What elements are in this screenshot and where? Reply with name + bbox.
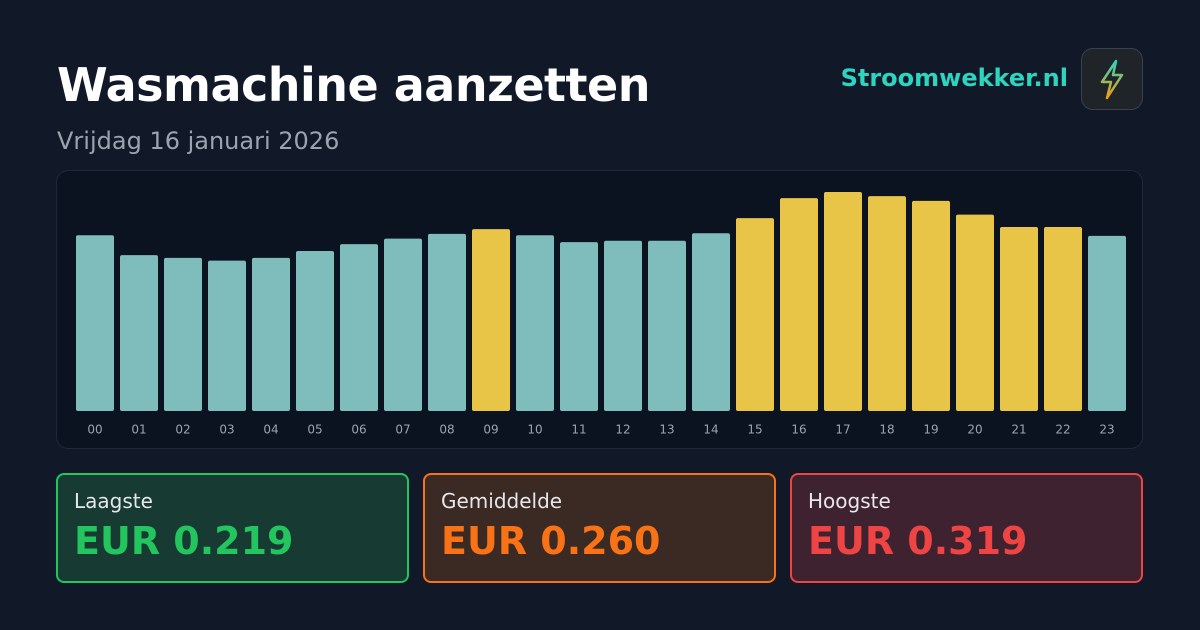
- bar: [648, 240, 686, 411]
- stat-label: Laagste: [74, 489, 153, 513]
- bar: [252, 257, 290, 411]
- stat-value: EUR 0.319: [808, 519, 1028, 563]
- bar: [1088, 235, 1126, 411]
- bar: [604, 240, 642, 411]
- bar: [692, 233, 730, 411]
- bar: [1044, 227, 1082, 411]
- subtitle: Vrijdag 16 januari 2026: [57, 127, 340, 155]
- x-tick-label: 02: [175, 423, 190, 437]
- x-tick-label: 21: [1011, 423, 1026, 437]
- brand-icon: [1081, 48, 1143, 110]
- bar: [1000, 227, 1038, 411]
- x-tick-label: 20: [967, 423, 982, 437]
- bar: [736, 218, 774, 411]
- x-tick-label: 11: [571, 423, 586, 437]
- stat-label: Hoogste: [808, 489, 891, 513]
- x-tick-label: 15: [747, 423, 762, 437]
- bar: [164, 257, 202, 411]
- bar: [76, 235, 114, 411]
- bar: [824, 192, 862, 411]
- bar: [208, 260, 246, 411]
- bar: [296, 251, 334, 411]
- x-tick-label: 09: [483, 423, 498, 437]
- stat-card: Laagste EUR 0.219: [56, 473, 409, 583]
- bar: [780, 198, 818, 411]
- title: Wasmachine aanzetten: [57, 58, 650, 112]
- stat-value: EUR 0.219: [74, 519, 294, 563]
- chart: 00 01 02 03 04 05 06 07 08 09 10 11 12 13 14 15 16 17 18 19…: [56, 170, 1143, 449]
- stat-label: Gemiddelde: [441, 489, 563, 513]
- lightning-icon: [1100, 59, 1124, 100]
- x-tick-label: 08: [439, 423, 454, 437]
- x-tick-label: 23: [1099, 423, 1114, 437]
- x-tick-label: 04: [263, 423, 278, 437]
- x-tick-label: 05: [307, 423, 322, 437]
- x-tick-label: 01: [131, 423, 146, 437]
- x-tick-label: 10: [527, 423, 542, 437]
- stat-card: Gemiddelde EUR 0.260: [423, 473, 776, 583]
- x-tick-label: 06: [351, 423, 366, 437]
- x-tick-label: 17: [835, 423, 850, 437]
- x-tick-label: 00: [87, 423, 102, 437]
- bar: [120, 255, 158, 411]
- stat-value: EUR 0.260: [441, 519, 661, 563]
- bar: [560, 242, 598, 411]
- x-tick-label: 14: [703, 423, 718, 437]
- bar: [868, 196, 906, 411]
- bar: [516, 235, 554, 411]
- x-tick-label: 18: [879, 423, 894, 437]
- x-tick-label: 03: [219, 423, 234, 437]
- x-tick-label: 12: [615, 423, 630, 437]
- stat-card: Hoogste EUR 0.319: [790, 473, 1143, 583]
- bar: [956, 214, 994, 411]
- bar: [340, 244, 378, 411]
- x-tick-label: 07: [395, 423, 410, 437]
- x-tick-label: 19: [923, 423, 938, 437]
- bar: [384, 238, 422, 411]
- bar: [912, 200, 950, 411]
- bar: [428, 233, 466, 411]
- bar: [472, 229, 510, 411]
- x-tick-label: 16: [791, 423, 806, 437]
- x-tick-label: 13: [659, 423, 674, 437]
- x-tick-label: 22: [1055, 423, 1070, 437]
- brand: Stroomwekker.nl: [840, 64, 1068, 92]
